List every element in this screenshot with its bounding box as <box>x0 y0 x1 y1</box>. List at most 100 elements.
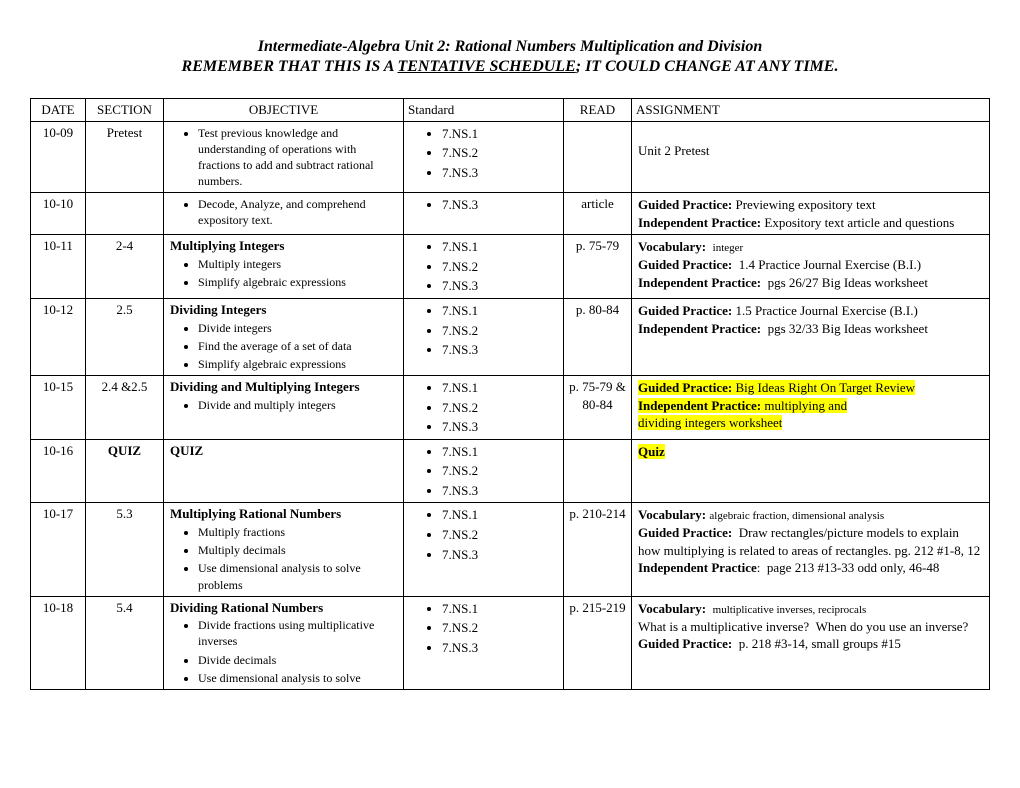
cell-date: 10-16 <box>31 439 86 503</box>
header-section: SECTION <box>86 99 164 122</box>
assignment-content: Vocabulary: integerGuided Practice: 1.4 … <box>636 237 985 292</box>
cell-standard: 7.NS.17.NS.27.NS.3 <box>404 121 564 193</box>
list-item: 7.NS.3 <box>442 163 559 183</box>
header-objective: OBJECTIVE <box>164 99 404 122</box>
cell-date: 10-11 <box>31 235 86 299</box>
assignment-content: Guided Practice: 1.5 Practice Journal Ex… <box>636 301 985 338</box>
cell-standard: 7.NS.17.NS.27.NS.3 <box>404 439 564 503</box>
cell-read: p. 75-79 <box>564 235 632 299</box>
objective-title: Multiplying Integers <box>168 237 399 255</box>
subtitle-post: ; IT COULD CHANGE AT ANY TIME. <box>576 58 839 75</box>
objective-bullets: Multiply integersSimplify algebraic expr… <box>168 255 399 291</box>
header-standard: Standard <box>404 99 564 122</box>
cell-read <box>564 439 632 503</box>
cell-section: 5.4 <box>86 596 164 689</box>
standard-bullets: 7.NS.17.NS.27.NS.3 <box>408 505 559 564</box>
header-read: READ <box>564 99 632 122</box>
cell-read: p. 215-219 <box>564 596 632 689</box>
standard-bullets: 7.NS.17.NS.27.NS.3 <box>408 301 559 360</box>
list-item: 7.NS.3 <box>442 417 559 437</box>
standard-bullets: 7.NS.17.NS.27.NS.3 <box>408 442 559 501</box>
cell-date: 10-10 <box>31 193 86 235</box>
list-item: 7.NS.1 <box>442 599 559 619</box>
page-subtitle: REMEMBER THAT THIS IS A TENTATIVE SCHEDU… <box>30 58 990 76</box>
cell-date: 10-12 <box>31 299 86 376</box>
cell-assignment: Quiz <box>632 439 990 503</box>
list-item: 7.NS.2 <box>442 143 559 163</box>
cell-objective: Dividing and Multiplying IntegersDivide … <box>164 376 404 440</box>
list-item: 7.NS.2 <box>442 525 559 545</box>
cell-objective: QUIZ <box>164 439 404 503</box>
cell-section: 2.4 &2.5 <box>86 376 164 440</box>
cell-section: 5.3 <box>86 503 164 596</box>
assignment-content: Quiz <box>636 442 985 462</box>
list-item: Use dimensional analysis to solve <box>198 669 399 687</box>
objective-bullets: Divide fractions using multiplicative in… <box>168 616 399 687</box>
list-item: 7.NS.3 <box>442 276 559 296</box>
cell-assignment: Unit 2 Pretest <box>632 121 990 193</box>
cell-assignment: Guided Practice: Previewing expository t… <box>632 193 990 235</box>
list-item: 7.NS.2 <box>442 321 559 341</box>
cell-objective: Multiplying Rational NumbersMultiply fra… <box>164 503 404 596</box>
cell-date: 10-18 <box>31 596 86 689</box>
cell-standard: 7.NS.17.NS.27.NS.3 <box>404 596 564 689</box>
list-item: Test previous knowledge and understandin… <box>198 124 399 191</box>
header-date: DATE <box>31 99 86 122</box>
standard-bullets: 7.NS.17.NS.27.NS.3 <box>408 237 559 296</box>
list-item: 7.NS.2 <box>442 257 559 277</box>
list-item: Decode, Analyze, and comprehend exposito… <box>198 195 399 229</box>
list-item: 7.NS.3 <box>442 638 559 658</box>
table-row: 10-175.3Multiplying Rational NumbersMult… <box>31 503 990 596</box>
objective-bullets: Divide and multiply integers <box>168 396 399 414</box>
table-row: 10-09Pretest Test previous knowledge and … <box>31 121 990 193</box>
cell-read: p. 75-79 & 80-84 <box>564 376 632 440</box>
cell-date: 10-09 <box>31 121 86 193</box>
table-row: 10-10 Decode, Analyze, and comprehend exp… <box>31 193 990 235</box>
cell-objective: Multiplying IntegersMultiply integersSim… <box>164 235 404 299</box>
cell-objective: Dividing IntegersDivide integersFind the… <box>164 299 404 376</box>
cell-section <box>86 193 164 235</box>
subtitle-pre: REMEMBER THAT THIS IS A <box>182 58 398 75</box>
cell-assignment: Vocabulary: multiplicative inverses, rec… <box>632 596 990 689</box>
list-item: Use dimensional analysis to solve proble… <box>198 559 399 593</box>
list-item: 7.NS.1 <box>442 124 559 144</box>
list-item: 7.NS.3 <box>442 195 559 215</box>
objective-title: Multiplying Rational Numbers <box>168 505 399 523</box>
list-item: Divide and multiply integers <box>198 396 399 414</box>
cell-read: article <box>564 193 632 235</box>
list-item: Multiply decimals <box>198 541 399 559</box>
list-item: 7.NS.1 <box>442 237 559 257</box>
cell-assignment: Vocabulary: algebraic fraction, dimensio… <box>632 503 990 596</box>
list-item: Divide integers <box>198 319 399 337</box>
objective-bullets: Divide integersFind the average of a set… <box>168 319 399 374</box>
cell-section: QUIZ <box>86 439 164 503</box>
list-item: 7.NS.1 <box>442 378 559 398</box>
objective-title: Dividing Rational Numbers <box>168 599 399 617</box>
objective-bullets: Decode, Analyze, and comprehend exposito… <box>168 195 399 229</box>
standard-bullets: 7.NS.17.NS.27.NS.3 <box>408 599 559 658</box>
table-row: 10-16QUIZQUIZ7.NS.17.NS.27.NS.3Quiz <box>31 439 990 503</box>
objective-title: Dividing and Multiplying Integers <box>168 378 399 396</box>
standard-bullets: 7.NS.17.NS.27.NS.3 <box>408 124 559 183</box>
cell-assignment: Guided Practice: 1.5 Practice Journal Ex… <box>632 299 990 376</box>
cell-assignment: Guided Practice: Big Ideas Right On Targ… <box>632 376 990 440</box>
list-item: 7.NS.3 <box>442 340 559 360</box>
cell-standard: 7.NS.17.NS.27.NS.3 <box>404 376 564 440</box>
assignment-content: Vocabulary: algebraic fraction, dimensio… <box>636 505 985 577</box>
standard-bullets: 7.NS.3 <box>408 195 559 215</box>
table-body: 10-09Pretest Test previous knowledge and … <box>31 121 990 689</box>
table-row: 10-185.4Dividing Rational NumbersDivide … <box>31 596 990 689</box>
cell-date: 10-17 <box>31 503 86 596</box>
list-item: Divide fractions using multiplicative in… <box>198 616 399 650</box>
subtitle-underline: TENTATIVE SCHEDULE <box>397 58 575 75</box>
assignment-content: Guided Practice: Big Ideas Right On Targ… <box>636 378 985 433</box>
header-assignment: ASSIGNMENT <box>632 99 990 122</box>
cell-standard: 7.NS.17.NS.27.NS.3 <box>404 235 564 299</box>
cell-read: p. 80-84 <box>564 299 632 376</box>
cell-section: Pretest <box>86 121 164 193</box>
list-item: 7.NS.2 <box>442 618 559 638</box>
cell-section: 2-4 <box>86 235 164 299</box>
table-row: 10-112-4Multiplying IntegersMultiply int… <box>31 235 990 299</box>
objective-bullets: Multiply fractionsMultiply decimalsUse d… <box>168 523 399 594</box>
list-item: 7.NS.1 <box>442 301 559 321</box>
